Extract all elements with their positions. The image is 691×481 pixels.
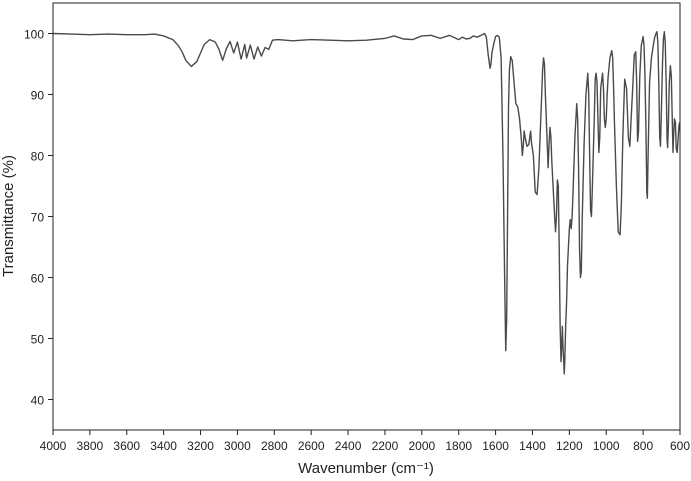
y-tick-label: 90	[31, 89, 45, 103]
x-tick-label: 3800	[77, 439, 104, 453]
spectrum-series-line	[52, 30, 681, 375]
x-tick-label: 2600	[298, 439, 325, 453]
y-tick-label: 40	[31, 394, 45, 408]
x-tick-label: 2000	[408, 439, 435, 453]
x-axis-tick-labels: 4000 3800 3600 3400 3200 3000 2800 2600 2400 2200…	[40, 439, 691, 453]
x-tick-label: 2800	[261, 439, 288, 453]
x-tick-label: 3600	[113, 439, 140, 453]
plot-frame	[52, 2, 681, 431]
x-tick-label: 600	[670, 439, 690, 453]
x-tick-label: 1000	[593, 439, 620, 453]
x-axis-ticks	[52, 430, 681, 435]
y-axis-title: Transmittance (%)	[0, 155, 17, 277]
x-tick-label: 3000	[224, 439, 251, 453]
y-tick-label: 50	[31, 333, 45, 347]
x-tick-label: 1800	[445, 439, 472, 453]
x-tick-label: 800	[633, 439, 653, 453]
x-tick-label: 3400	[150, 439, 177, 453]
y-tick-label: 60	[31, 272, 45, 286]
x-tick-label: 1200	[556, 439, 583, 453]
x-tick-label: 4000	[40, 439, 67, 453]
x-tick-label: 3200	[187, 439, 214, 453]
y-axis-tick-labels: 40 50 60 70 80 90 100	[24, 28, 44, 408]
y-tick-label: 70	[31, 211, 45, 225]
y-tick-label: 100	[24, 28, 44, 42]
x-tick-label: 1600	[482, 439, 509, 453]
x-tick-label: 2400	[335, 439, 362, 453]
x-axis-title: Wavenumber (cm⁻¹)	[298, 460, 434, 477]
y-tick-label: 80	[31, 150, 45, 164]
x-tick-label: 1400	[519, 439, 546, 453]
y-axis-ticks	[48, 33, 53, 400]
x-tick-label: 2200	[372, 439, 399, 453]
